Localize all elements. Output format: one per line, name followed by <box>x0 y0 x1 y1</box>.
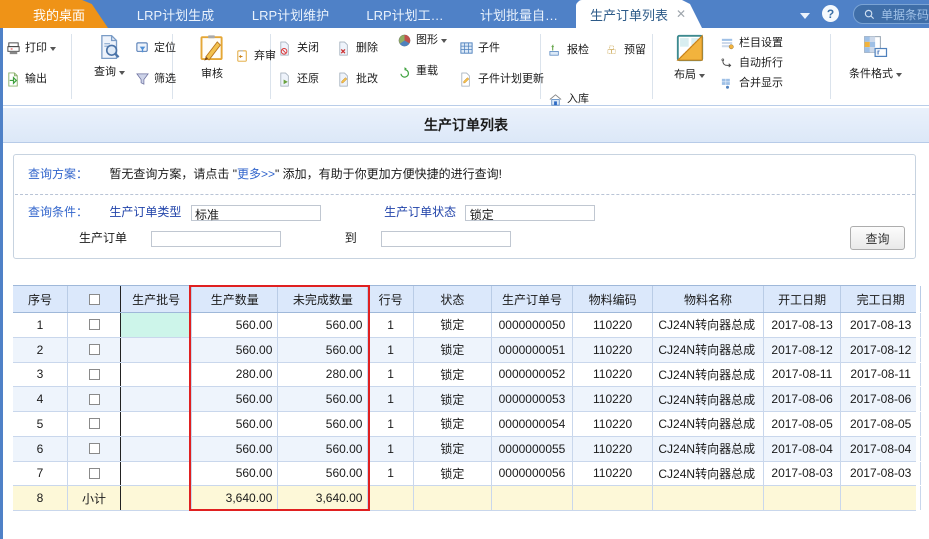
svg-text:if: if <box>876 50 879 57</box>
